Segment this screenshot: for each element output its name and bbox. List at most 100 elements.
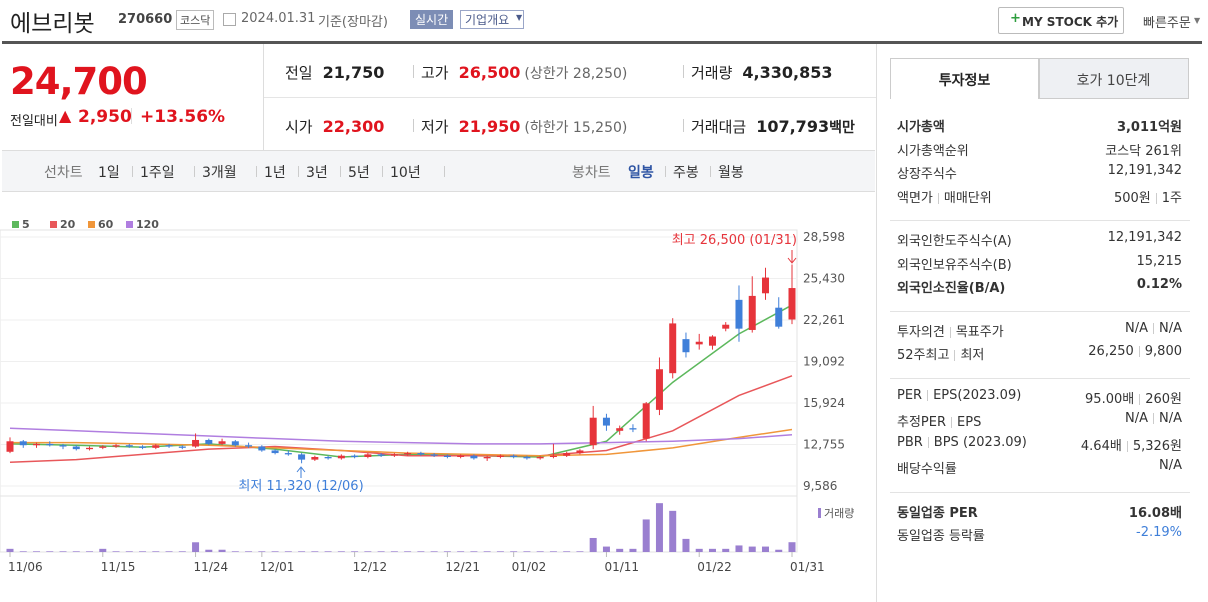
- volume-bar: [549, 551, 557, 552]
- stat-label: 저가: [421, 118, 449, 136]
- candle-body: [616, 428, 624, 431]
- volume-bar: [708, 548, 716, 552]
- stat-value: 26,500: [458, 63, 521, 82]
- value-part: 5,326원: [1132, 438, 1182, 454]
- candle-body: [669, 323, 677, 374]
- separator: [937, 192, 939, 204]
- label-part: 액면가: [897, 190, 933, 206]
- label-part: PBR: [897, 434, 923, 450]
- candle-body: [788, 288, 796, 320]
- separator: [1153, 413, 1154, 424]
- volume-frame: [0, 495, 798, 553]
- candle-body: [351, 455, 359, 458]
- candle-body: [245, 445, 253, 447]
- value-part: 1주: [1161, 190, 1182, 206]
- x-tick-label: 01/31: [790, 560, 825, 574]
- volume-bar: [748, 546, 756, 552]
- candle-body: [430, 454, 438, 456]
- candle-body: [483, 457, 491, 459]
- period-button[interactable]: 10년: [390, 165, 421, 181]
- period-button[interactable]: 3개월: [202, 165, 237, 181]
- mystock-button[interactable]: [998, 7, 1124, 34]
- candle-body: [298, 454, 306, 460]
- period-button[interactable]: 1주일: [140, 165, 175, 181]
- row-label: 외국인보유주식수(B): [897, 254, 1012, 273]
- period-button[interactable]: 3년: [306, 165, 328, 181]
- value-part: N/A: [1159, 458, 1182, 473]
- period-button[interactable]: 일봉: [628, 165, 654, 181]
- volume-bar: [602, 546, 610, 552]
- candle-body: [457, 455, 465, 458]
- volume-bar: [470, 551, 478, 552]
- overview-button[interactable]: 기업개요: [460, 10, 525, 29]
- period-button[interactable]: 1년: [264, 165, 286, 181]
- separator: [951, 417, 953, 428]
- divider: [131, 108, 132, 124]
- period-button[interactable]: 5년: [348, 165, 370, 181]
- stat-label: 전일: [285, 64, 313, 82]
- row-value: 500원 1주: [1114, 187, 1182, 206]
- period-sep: [340, 166, 341, 177]
- period-button[interactable]: 1일: [98, 165, 120, 181]
- candle-body: [549, 455, 557, 458]
- volume-bar: [192, 542, 200, 552]
- volume-bar: [298, 551, 306, 552]
- row-label: 투자의견 목표주가: [897, 321, 1004, 340]
- y-tick-label: 28,598: [803, 230, 845, 244]
- tab-label: 호가 10단계: [1076, 73, 1151, 89]
- volume-bar: [616, 548, 624, 552]
- separator: [927, 389, 929, 401]
- tab[interactable]: [890, 58, 1039, 99]
- row-label: 동일업종 PER: [897, 502, 978, 521]
- label-part: 상장주식수: [897, 167, 957, 182]
- candle-body: [86, 447, 94, 450]
- row-label: 시가총액순위: [897, 140, 969, 159]
- volume-bar: [86, 551, 94, 552]
- volume-bar: [589, 537, 597, 552]
- stat: 고가 26,500 (상한가 28,250): [421, 62, 627, 83]
- x-tick-label: 11/15: [101, 560, 136, 574]
- stat-value: 22,300: [322, 117, 385, 136]
- candle-body: [642, 403, 650, 439]
- row-value: 26,250 9,800: [1088, 344, 1182, 359]
- section-rule: [890, 377, 1190, 379]
- candle-body: [231, 441, 239, 446]
- stat: 전일 21,750: [285, 62, 384, 83]
- value-part: 15,215: [1136, 253, 1183, 269]
- x-tick-label: 12/01: [260, 560, 295, 574]
- volume-bar: [576, 551, 584, 552]
- candle-body: [404, 453, 412, 455]
- separator: [927, 436, 929, 448]
- tab[interactable]: [1039, 58, 1189, 99]
- candle-body: [205, 439, 213, 444]
- change-rate: +13.56%: [140, 107, 226, 127]
- stat-value: 21,950: [458, 117, 521, 136]
- date: 2024.01.31: [241, 11, 316, 26]
- value-part: N/A: [1159, 320, 1182, 336]
- legend-swatch: [50, 221, 57, 228]
- realtime-badge[interactable]: 실시간: [410, 10, 454, 29]
- candle-body: [311, 457, 319, 460]
- candle-body: [19, 441, 27, 446]
- candle-body: [761, 277, 769, 294]
- volume-bar: [496, 551, 504, 552]
- volume-bar: [788, 542, 796, 552]
- volume-bar: [218, 549, 226, 552]
- high-arrow: [787, 250, 797, 264]
- candle-body: [443, 455, 451, 458]
- x-tick-label: 12/12: [353, 560, 388, 574]
- market-badge: 코스닥: [176, 10, 215, 30]
- legend-label: 5: [22, 218, 30, 231]
- separator: [954, 350, 956, 361]
- candle-body: [165, 445, 173, 447]
- label-part: EPS: [957, 415, 982, 430]
- stat-extra: (하한가 15,250): [524, 120, 628, 136]
- volume-bar: [152, 551, 160, 552]
- period-button[interactable]: 월봉: [718, 165, 744, 181]
- candle-body: [470, 455, 478, 459]
- quick-order[interactable]: 빠른주문: [1143, 16, 1191, 31]
- period-sep: [194, 166, 195, 177]
- volume-bar: [245, 551, 253, 552]
- label-part: 매매단위: [943, 190, 992, 206]
- period-button[interactable]: 주봉: [673, 165, 699, 181]
